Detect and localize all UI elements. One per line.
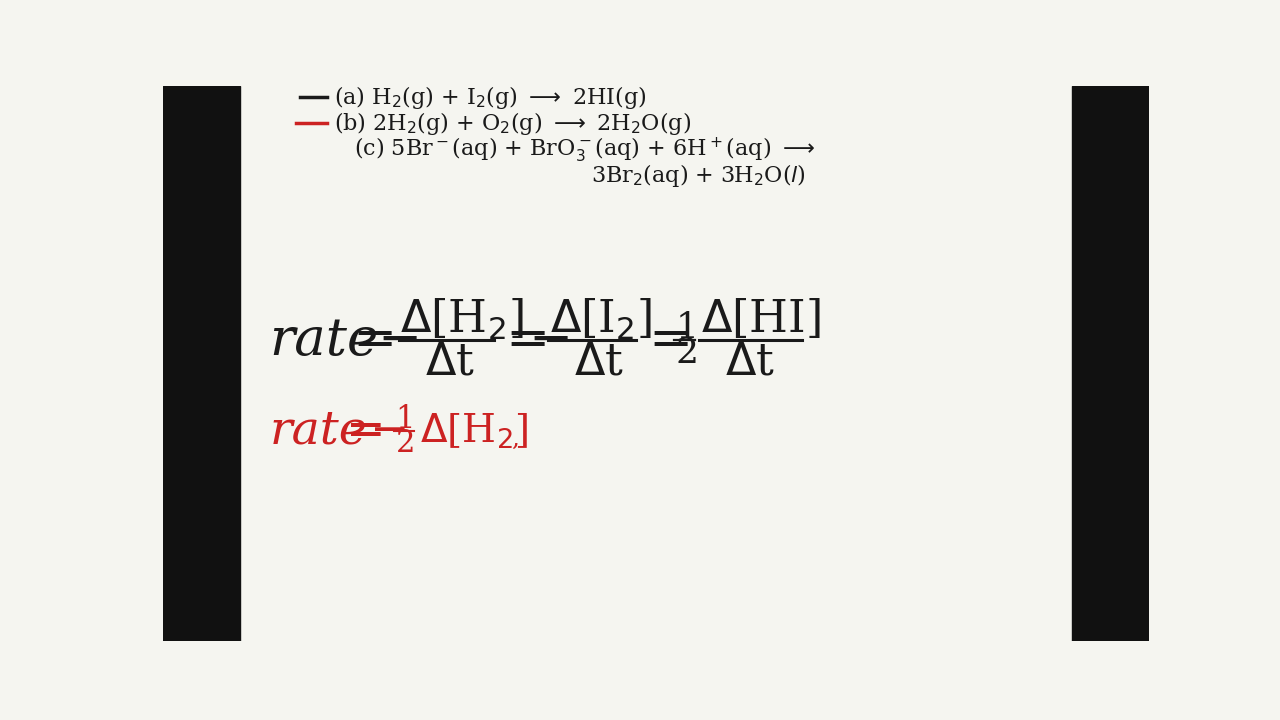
Bar [1071, 86, 1149, 641]
Text: −: − [378, 315, 421, 366]
Text: =: = [506, 315, 549, 366]
Text: −: − [529, 315, 572, 366]
Bar [164, 86, 241, 641]
Text: 3Br$_2$(aq) + 3H$_2$O($l$): 3Br$_2$(aq) + 3H$_2$O($l$) [591, 162, 806, 189]
Text: (b) 2H$_2$(g) + O$_2$(g) $\longrightarrow$ 2H$_2$O(g): (b) 2H$_2$(g) + O$_2$(g) $\longrightarro… [334, 110, 691, 137]
Text: $\Delta$[H$_2$]: $\Delta$[H$_2$] [420, 412, 529, 451]
Text: $\Delta$[H$_2$]: $\Delta$[H$_2$] [401, 297, 524, 341]
Text: =: = [347, 409, 387, 454]
Text: 2: 2 [676, 336, 699, 370]
Text: 2: 2 [396, 428, 415, 459]
Text: $\Delta$t: $\Delta$t [726, 341, 776, 384]
Text: (c) 5Br$^-$(aq) + BrO$_3^-$(aq) + 6H$^+$(aq) $\longrightarrow$: (c) 5Br$^-$(aq) + BrO$_3^-$(aq) + 6H$^+$… [355, 135, 815, 164]
Text: $\Delta$[I$_2$]: $\Delta$[I$_2$] [549, 297, 652, 341]
Text: 1: 1 [676, 311, 699, 345]
Text: ,: , [511, 428, 520, 451]
Text: $\Delta$t: $\Delta$t [575, 341, 625, 384]
Text: rate: rate [270, 315, 379, 366]
Text: rate: rate [270, 409, 367, 454]
Text: −: − [370, 409, 410, 454]
Text: 1: 1 [396, 403, 415, 435]
Text: =: = [352, 315, 397, 366]
Text: $\Delta$[HI]: $\Delta$[HI] [700, 297, 820, 341]
Text: =: = [648, 315, 692, 366]
Text: $\Delta$t: $\Delta$t [425, 341, 475, 384]
Text: (a) H$_2$(g) + I$_2$(g) $\longrightarrow$ 2HI(g): (a) H$_2$(g) + I$_2$(g) $\longrightarrow… [334, 84, 646, 111]
